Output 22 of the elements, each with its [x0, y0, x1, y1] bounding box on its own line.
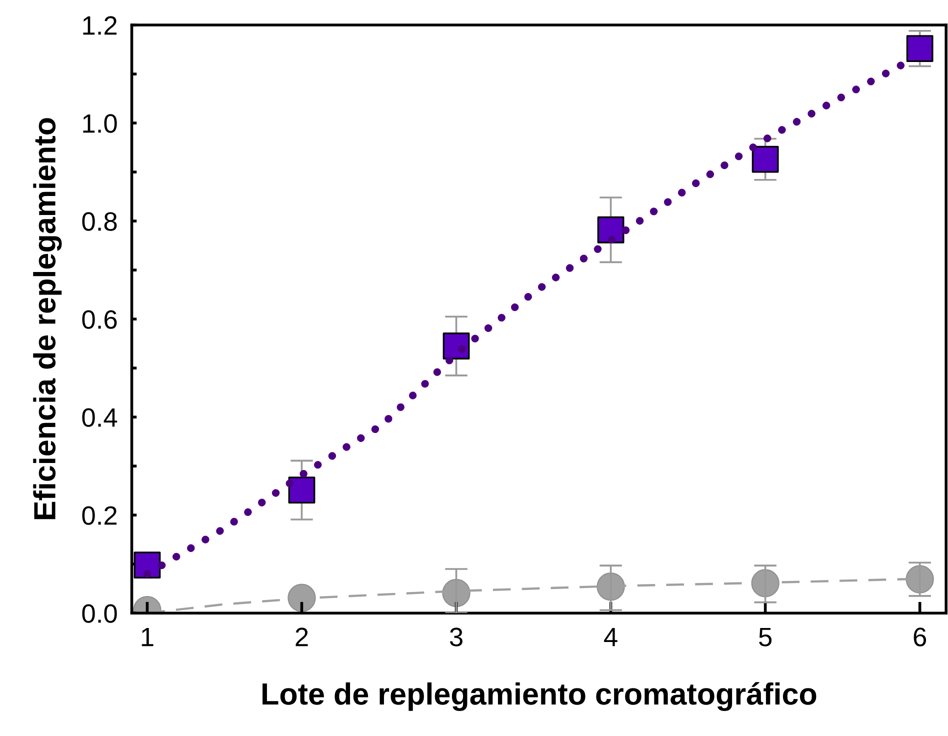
y-tick-label: 0.2	[82, 506, 117, 525]
y-axis-title: Eficiencia de replegamiento	[33, 118, 62, 520]
point	[597, 216, 624, 244]
y-tick-label: 0.4	[82, 408, 118, 427]
point	[752, 146, 779, 173]
y-tick-label: 0.6	[82, 310, 117, 329]
x-tick-label: 6	[914, 628, 926, 646]
y-tick-label: 1.0	[83, 114, 117, 133]
x-tick-label: 3	[450, 628, 462, 646]
y-tick-label: 1.2	[83, 16, 117, 35]
point	[442, 332, 470, 360]
x-tick-label: 4	[604, 628, 618, 646]
y-tick-label: 0.8	[82, 212, 117, 231]
point	[134, 552, 161, 579]
x-tick-label: 1	[142, 628, 154, 646]
x-tick-label: 5	[759, 628, 772, 646]
y-tick-label: 0.0	[82, 604, 117, 623]
x-axis-title: Lote de replegamiento cromatográfico	[262, 682, 816, 712]
x-tick-label: 2	[296, 628, 308, 646]
point	[288, 476, 316, 504]
point	[906, 565, 934, 594]
point	[906, 35, 934, 62]
